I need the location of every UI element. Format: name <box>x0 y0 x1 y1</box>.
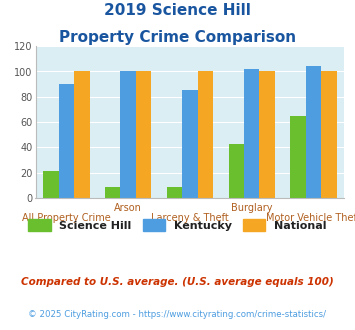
Bar <box>260 72 275 198</box>
Text: Compared to U.S. average. (U.S. average equals 100): Compared to U.S. average. (U.S. average … <box>21 277 334 287</box>
Bar <box>290 116 306 198</box>
Text: Larceny & Theft: Larceny & Theft <box>151 213 229 223</box>
Bar <box>182 90 198 198</box>
Bar <box>43 172 59 198</box>
Bar <box>59 84 74 198</box>
Bar <box>105 187 120 198</box>
Bar <box>136 72 151 198</box>
Text: Property Crime Comparison: Property Crime Comparison <box>59 30 296 45</box>
Text: © 2025 CityRating.com - https://www.cityrating.com/crime-statistics/: © 2025 CityRating.com - https://www.city… <box>28 310 327 319</box>
Legend: Science Hill, Kentucky, National: Science Hill, Kentucky, National <box>24 215 331 235</box>
Bar <box>74 72 89 198</box>
Bar <box>120 72 136 198</box>
Bar <box>229 144 244 198</box>
Text: Motor Vehicle Theft: Motor Vehicle Theft <box>266 213 355 223</box>
Bar <box>198 72 213 198</box>
Text: Burglary: Burglary <box>231 203 272 213</box>
Bar <box>321 72 337 198</box>
Text: All Property Crime: All Property Crime <box>22 213 111 223</box>
Bar <box>306 66 321 198</box>
Bar <box>244 69 260 198</box>
Text: Arson: Arson <box>114 203 142 213</box>
Bar <box>167 187 182 198</box>
Text: 2019 Science Hill: 2019 Science Hill <box>104 3 251 18</box>
